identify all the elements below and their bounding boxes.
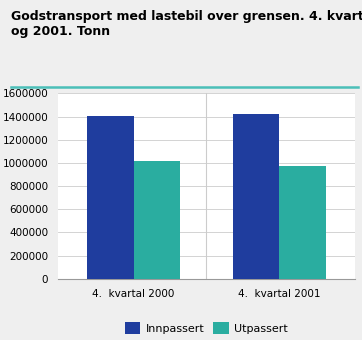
Text: Godstransport med lastebil over grensen. 4. kvartal 2000
og 2001. Tonn: Godstransport med lastebil over grensen.… — [11, 10, 362, 38]
Legend: Innpassert, Utpassert: Innpassert, Utpassert — [120, 318, 292, 338]
Bar — [279, 167, 326, 279]
Bar — [232, 114, 279, 279]
Bar — [87, 116, 134, 279]
Bar — [134, 161, 180, 279]
